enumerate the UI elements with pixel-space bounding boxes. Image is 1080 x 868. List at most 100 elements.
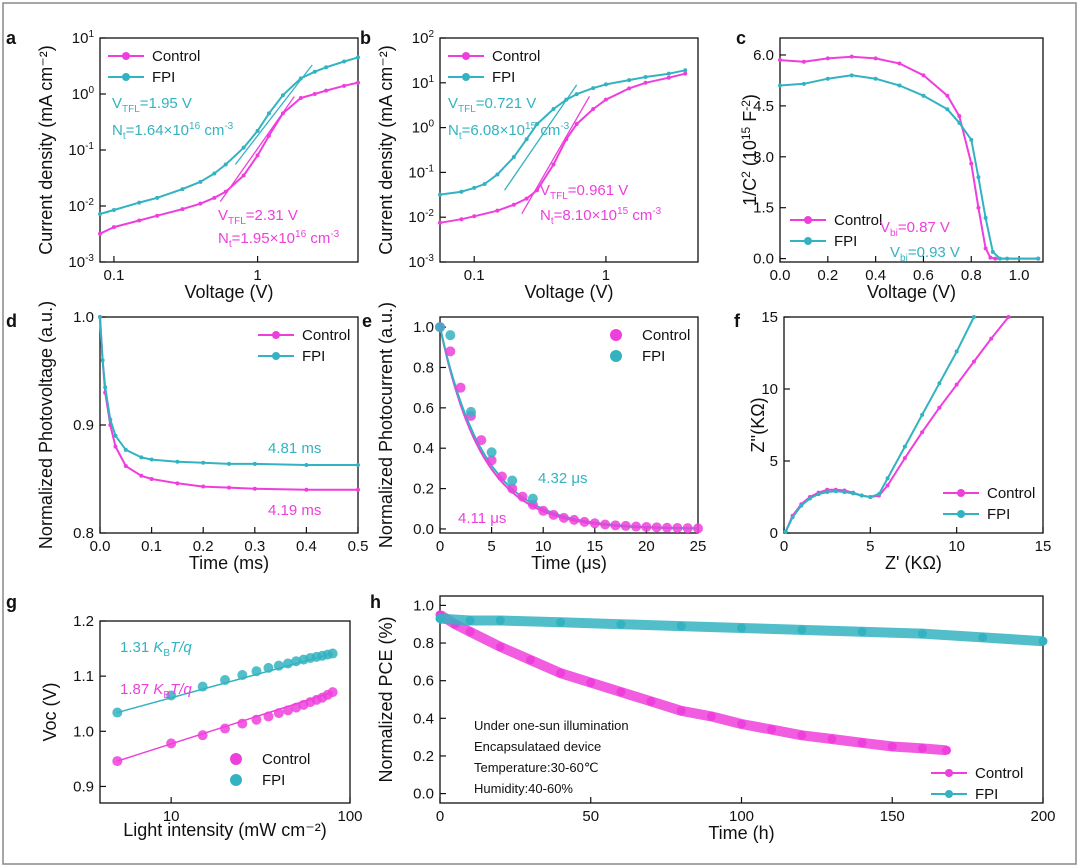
data-point [486, 447, 497, 458]
x-tick-label: 0.5 [348, 538, 369, 555]
y-tick-label: 0.8 [73, 525, 94, 542]
x-tick-label: 0 [436, 538, 444, 555]
label-part: =0.961 V [568, 182, 628, 199]
label-part: -3 [224, 121, 233, 132]
series-control [438, 71, 688, 225]
data-point [610, 520, 621, 531]
y-tick-label: 0.8 [413, 359, 434, 376]
y-tick-label: 10-2 [68, 197, 94, 215]
y-tick-label: 5 [770, 453, 778, 470]
series-fpi [435, 613, 1048, 647]
data-point [643, 80, 648, 85]
label-part: (10 [740, 140, 760, 171]
data-point [989, 336, 994, 341]
data-point [672, 522, 683, 533]
x-tick-label: 10 [948, 538, 965, 555]
annotation: 4.19 ms [268, 502, 321, 519]
data-point [223, 162, 228, 167]
data-point [778, 83, 782, 88]
label-part: =8.10×10 [554, 207, 617, 224]
data-point [902, 444, 907, 449]
x-tick-label: 100 [729, 808, 754, 825]
data-point [564, 137, 569, 142]
data-point [816, 492, 821, 497]
data-point [137, 200, 142, 205]
data-point [535, 122, 540, 127]
data-point [993, 256, 998, 261]
annotation: VTFL=2.31 V [218, 207, 298, 227]
data-point [833, 489, 838, 494]
data-point [472, 185, 477, 190]
label-part: V [112, 95, 122, 112]
data-point [591, 86, 596, 91]
data-point [255, 153, 260, 158]
data-point [737, 623, 746, 633]
label-part: 2 [428, 29, 434, 40]
data-point [825, 56, 830, 61]
x-axis-label: Voltage (V) [184, 282, 273, 302]
label-part: 4.81 ms [268, 440, 321, 457]
series-control [98, 80, 360, 236]
legend-item-control: Control [943, 485, 1035, 502]
data-point [251, 666, 262, 677]
data-point [241, 173, 246, 178]
data-point [123, 447, 128, 452]
label-part: t [551, 216, 554, 227]
y-tick-label: 1.0 [73, 723, 94, 740]
data-point [548, 509, 559, 520]
label-part: 10 [412, 75, 429, 92]
data-point [324, 65, 329, 70]
label-part: 10 [68, 254, 85, 271]
data-point [937, 381, 942, 386]
annotation: Nt=1.64×1016 cm-3 [112, 121, 234, 142]
data-point [978, 632, 988, 642]
data-point [627, 78, 632, 83]
label-part: 1 [428, 74, 434, 85]
data-point [197, 681, 208, 692]
data-point [737, 719, 746, 729]
data-point [706, 711, 716, 721]
data-point [155, 195, 160, 200]
annotation: 4.11 μs [458, 510, 506, 527]
label-part: 1.31 [120, 639, 153, 656]
label-part: 10 [72, 30, 89, 47]
data-point [825, 76, 830, 81]
label-part: T/q [170, 639, 192, 656]
x-tick-label: 0.1 [103, 267, 124, 284]
legend-marker [230, 753, 242, 765]
label-part: K [153, 681, 164, 698]
data-point [517, 491, 528, 502]
x-tick-label: 5 [866, 538, 874, 555]
data-point [591, 107, 596, 112]
data-point [969, 137, 974, 142]
series-line [99, 316, 358, 466]
data-point [175, 481, 180, 486]
data-point [551, 107, 556, 112]
condition-text: Temperature:30-60℃ [474, 760, 598, 775]
y-axis-label: Current density (mA cm⁻²) [376, 45, 396, 255]
y-tick-label: 0.8 [413, 635, 434, 652]
data-point [438, 192, 442, 197]
data-point [356, 462, 360, 467]
y-tick-label: 0.6 [413, 673, 434, 690]
data-point [897, 61, 902, 66]
data-point [873, 76, 878, 81]
x-tick-label: 10 [163, 808, 180, 825]
label-part: 10 [412, 120, 429, 137]
data-point [495, 615, 505, 625]
data-point [857, 627, 867, 637]
data-point [201, 460, 206, 465]
annotation: Nt=6.08×1015 cm-3 [448, 121, 570, 142]
data-point [465, 406, 476, 417]
data-point [312, 92, 317, 96]
label-part: bi [890, 228, 898, 239]
x-axis-label: Light intensity (mW cm⁻²) [123, 820, 327, 840]
data-point [108, 417, 113, 422]
y-axis-label: Normalized Photocurrent (a.u.) [376, 302, 396, 548]
label-part: =1.95×10 [232, 230, 295, 247]
data-point [139, 473, 144, 478]
data-point [990, 249, 995, 254]
data-point [983, 215, 988, 220]
data-point [435, 614, 445, 624]
label-part: =0.93 V [908, 244, 960, 261]
